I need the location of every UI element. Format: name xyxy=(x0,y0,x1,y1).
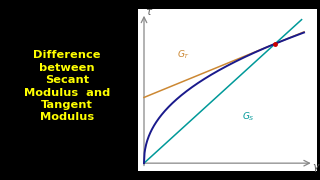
Text: Difference
between
Secant
Modulus  and
Tangent
Modulus: Difference between Secant Modulus and Ta… xyxy=(24,50,110,122)
Text: $G_T$: $G_T$ xyxy=(177,49,190,61)
Text: γ: γ xyxy=(312,162,318,172)
Text: τ: τ xyxy=(145,7,151,17)
Text: $G_S$: $G_S$ xyxy=(242,110,254,123)
